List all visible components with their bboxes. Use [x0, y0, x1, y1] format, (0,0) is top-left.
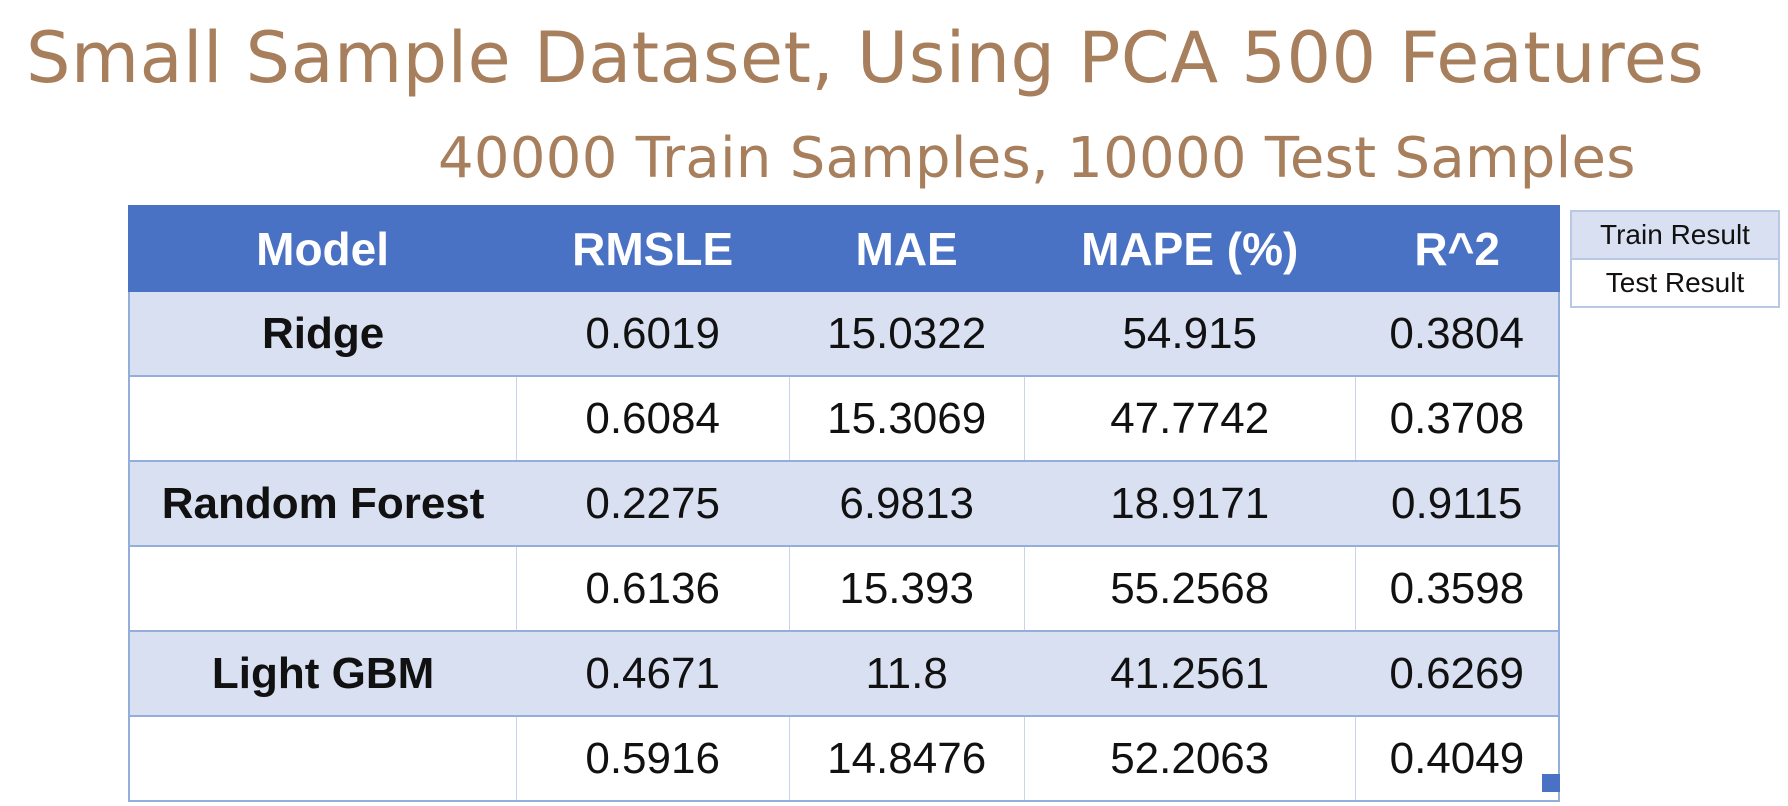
results-table: Model RMSLE MAE MAPE (%) R^2 Ridge 0.601…: [127, 205, 1560, 802]
cell-mae: 15.3069: [788, 375, 1025, 462]
cell-r2: 0.3804: [1355, 290, 1560, 377]
legend: Train Result Test Result: [1570, 210, 1780, 308]
cell-mae: 6.9813: [789, 460, 1025, 547]
cell-mape: 52.2063: [1023, 715, 1356, 802]
table-row-test: 0.6084 15.3069 47.7742 0.3708: [127, 375, 1560, 462]
cell-model: [127, 545, 517, 632]
cell-mape: 55.2568: [1023, 545, 1356, 632]
cell-rmsle: 0.5916: [515, 715, 790, 802]
cell-model: Random Forest: [127, 460, 517, 547]
cell-mae: 11.8: [789, 630, 1025, 717]
cell-r2: 0.4049: [1354, 715, 1560, 802]
legend-item-train: Train Result: [1570, 210, 1780, 260]
cell-rmsle: 0.4671: [516, 630, 790, 717]
cell-model: Ridge: [127, 290, 517, 377]
cell-rmsle: 0.6084: [515, 375, 790, 462]
cell-rmsle: 0.2275: [516, 460, 790, 547]
cell-mape: 54.915: [1024, 290, 1356, 377]
cell-model: [127, 715, 517, 802]
cell-mae: 15.0322: [789, 290, 1025, 377]
cell-r2: 0.3598: [1354, 545, 1560, 632]
cell-rmsle: 0.6136: [515, 545, 790, 632]
cell-r2: 0.9115: [1355, 460, 1560, 547]
legend-item-test: Test Result: [1570, 260, 1780, 308]
table-row-test: 0.5916 14.8476 52.2063 0.4049: [127, 715, 1560, 802]
header-model: Model: [127, 205, 518, 292]
cell-rmsle: 0.6019: [516, 290, 790, 377]
table-row-train: Random Forest 0.2275 6.9813 18.9171 0.91…: [127, 460, 1560, 547]
table-row-test: 0.6136 15.393 55.2568 0.3598: [127, 545, 1560, 632]
page-title: Small Sample Dataset, Using PCA 500 Feat…: [26, 17, 1705, 99]
cell-model: Light GBM: [127, 630, 517, 717]
page-subtitle: 40000 Train Samples, 10000 Test Samples: [438, 126, 1636, 191]
table-row-train: Ridge 0.6019 15.0322 54.915 0.3804: [127, 290, 1560, 377]
table-row-train: Light GBM 0.4671 11.8 41.2561 0.6269: [127, 630, 1560, 717]
header-r2: R^2: [1354, 205, 1560, 292]
cell-mae: 15.393: [788, 545, 1025, 632]
cell-r2: 0.6269: [1355, 630, 1560, 717]
cell-model: [127, 375, 517, 462]
header-rmsle: RMSLE: [515, 205, 791, 292]
table-header-row: Model RMSLE MAE MAPE (%) R^2: [127, 205, 1560, 292]
cell-mape: 41.2561: [1024, 630, 1356, 717]
cell-r2: 0.3708: [1354, 375, 1560, 462]
cell-mae: 14.8476: [788, 715, 1025, 802]
header-mae: MAE: [788, 205, 1026, 292]
cell-mape: 18.9171: [1024, 460, 1356, 547]
header-mape: MAPE (%): [1023, 205, 1357, 292]
table-resize-handle[interactable]: [1542, 774, 1560, 792]
cell-mape: 47.7742: [1023, 375, 1356, 462]
